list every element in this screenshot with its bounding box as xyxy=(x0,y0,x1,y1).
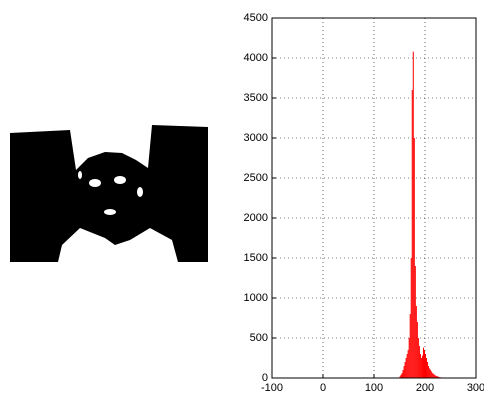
bar xyxy=(423,348,424,378)
bar xyxy=(421,358,422,378)
bar xyxy=(417,322,418,378)
y-tick-label: 1500 xyxy=(244,252,268,264)
bar xyxy=(430,370,431,378)
bar xyxy=(402,373,403,378)
figure: -100010020030005001000150020002500300035… xyxy=(0,0,484,401)
mouth xyxy=(104,209,116,215)
y-tick-label: 0 xyxy=(262,372,268,384)
eye xyxy=(89,179,101,187)
spot xyxy=(137,187,143,197)
bar xyxy=(433,374,434,378)
bar xyxy=(411,258,412,378)
x-tick-label: 100 xyxy=(365,382,383,394)
silhouette xyxy=(10,125,208,262)
bar xyxy=(414,138,415,378)
x-tick-label: 300 xyxy=(467,382,484,394)
y-tick-label: 3500 xyxy=(244,92,268,104)
bar xyxy=(431,372,432,378)
y-tick-label: 4000 xyxy=(244,52,268,64)
bar xyxy=(428,366,429,378)
page: -100010020030005001000150020002500300035… xyxy=(0,0,484,401)
bar xyxy=(427,362,428,378)
bar xyxy=(420,354,421,378)
bar xyxy=(408,350,409,378)
x-tick-label: 200 xyxy=(416,382,434,394)
bar xyxy=(419,346,420,378)
bar xyxy=(403,370,404,378)
bar xyxy=(426,358,427,378)
bar xyxy=(432,373,433,378)
spot xyxy=(78,171,82,179)
y-tick-label: 2000 xyxy=(244,212,268,224)
bar xyxy=(407,354,408,378)
bar xyxy=(425,354,426,378)
bar xyxy=(410,314,411,378)
y-tick-label: 1000 xyxy=(244,292,268,304)
eye xyxy=(114,176,126,184)
bar xyxy=(418,338,419,378)
y-tick-label: 500 xyxy=(250,332,268,344)
y-tick-label: 4500 xyxy=(244,12,268,24)
bar xyxy=(429,368,430,378)
binary-image xyxy=(10,125,208,262)
bar xyxy=(416,306,417,378)
bar xyxy=(412,90,413,378)
bar xyxy=(424,350,425,378)
bar xyxy=(404,366,405,378)
y-tick-label: 3000 xyxy=(244,132,268,144)
y-tick-label: 2500 xyxy=(244,172,268,184)
bar xyxy=(409,338,410,378)
bar xyxy=(422,356,423,378)
bar xyxy=(415,266,416,378)
bar xyxy=(406,358,407,378)
x-tick-label: 0 xyxy=(320,382,326,394)
bar xyxy=(405,362,406,378)
bar xyxy=(413,52,414,378)
